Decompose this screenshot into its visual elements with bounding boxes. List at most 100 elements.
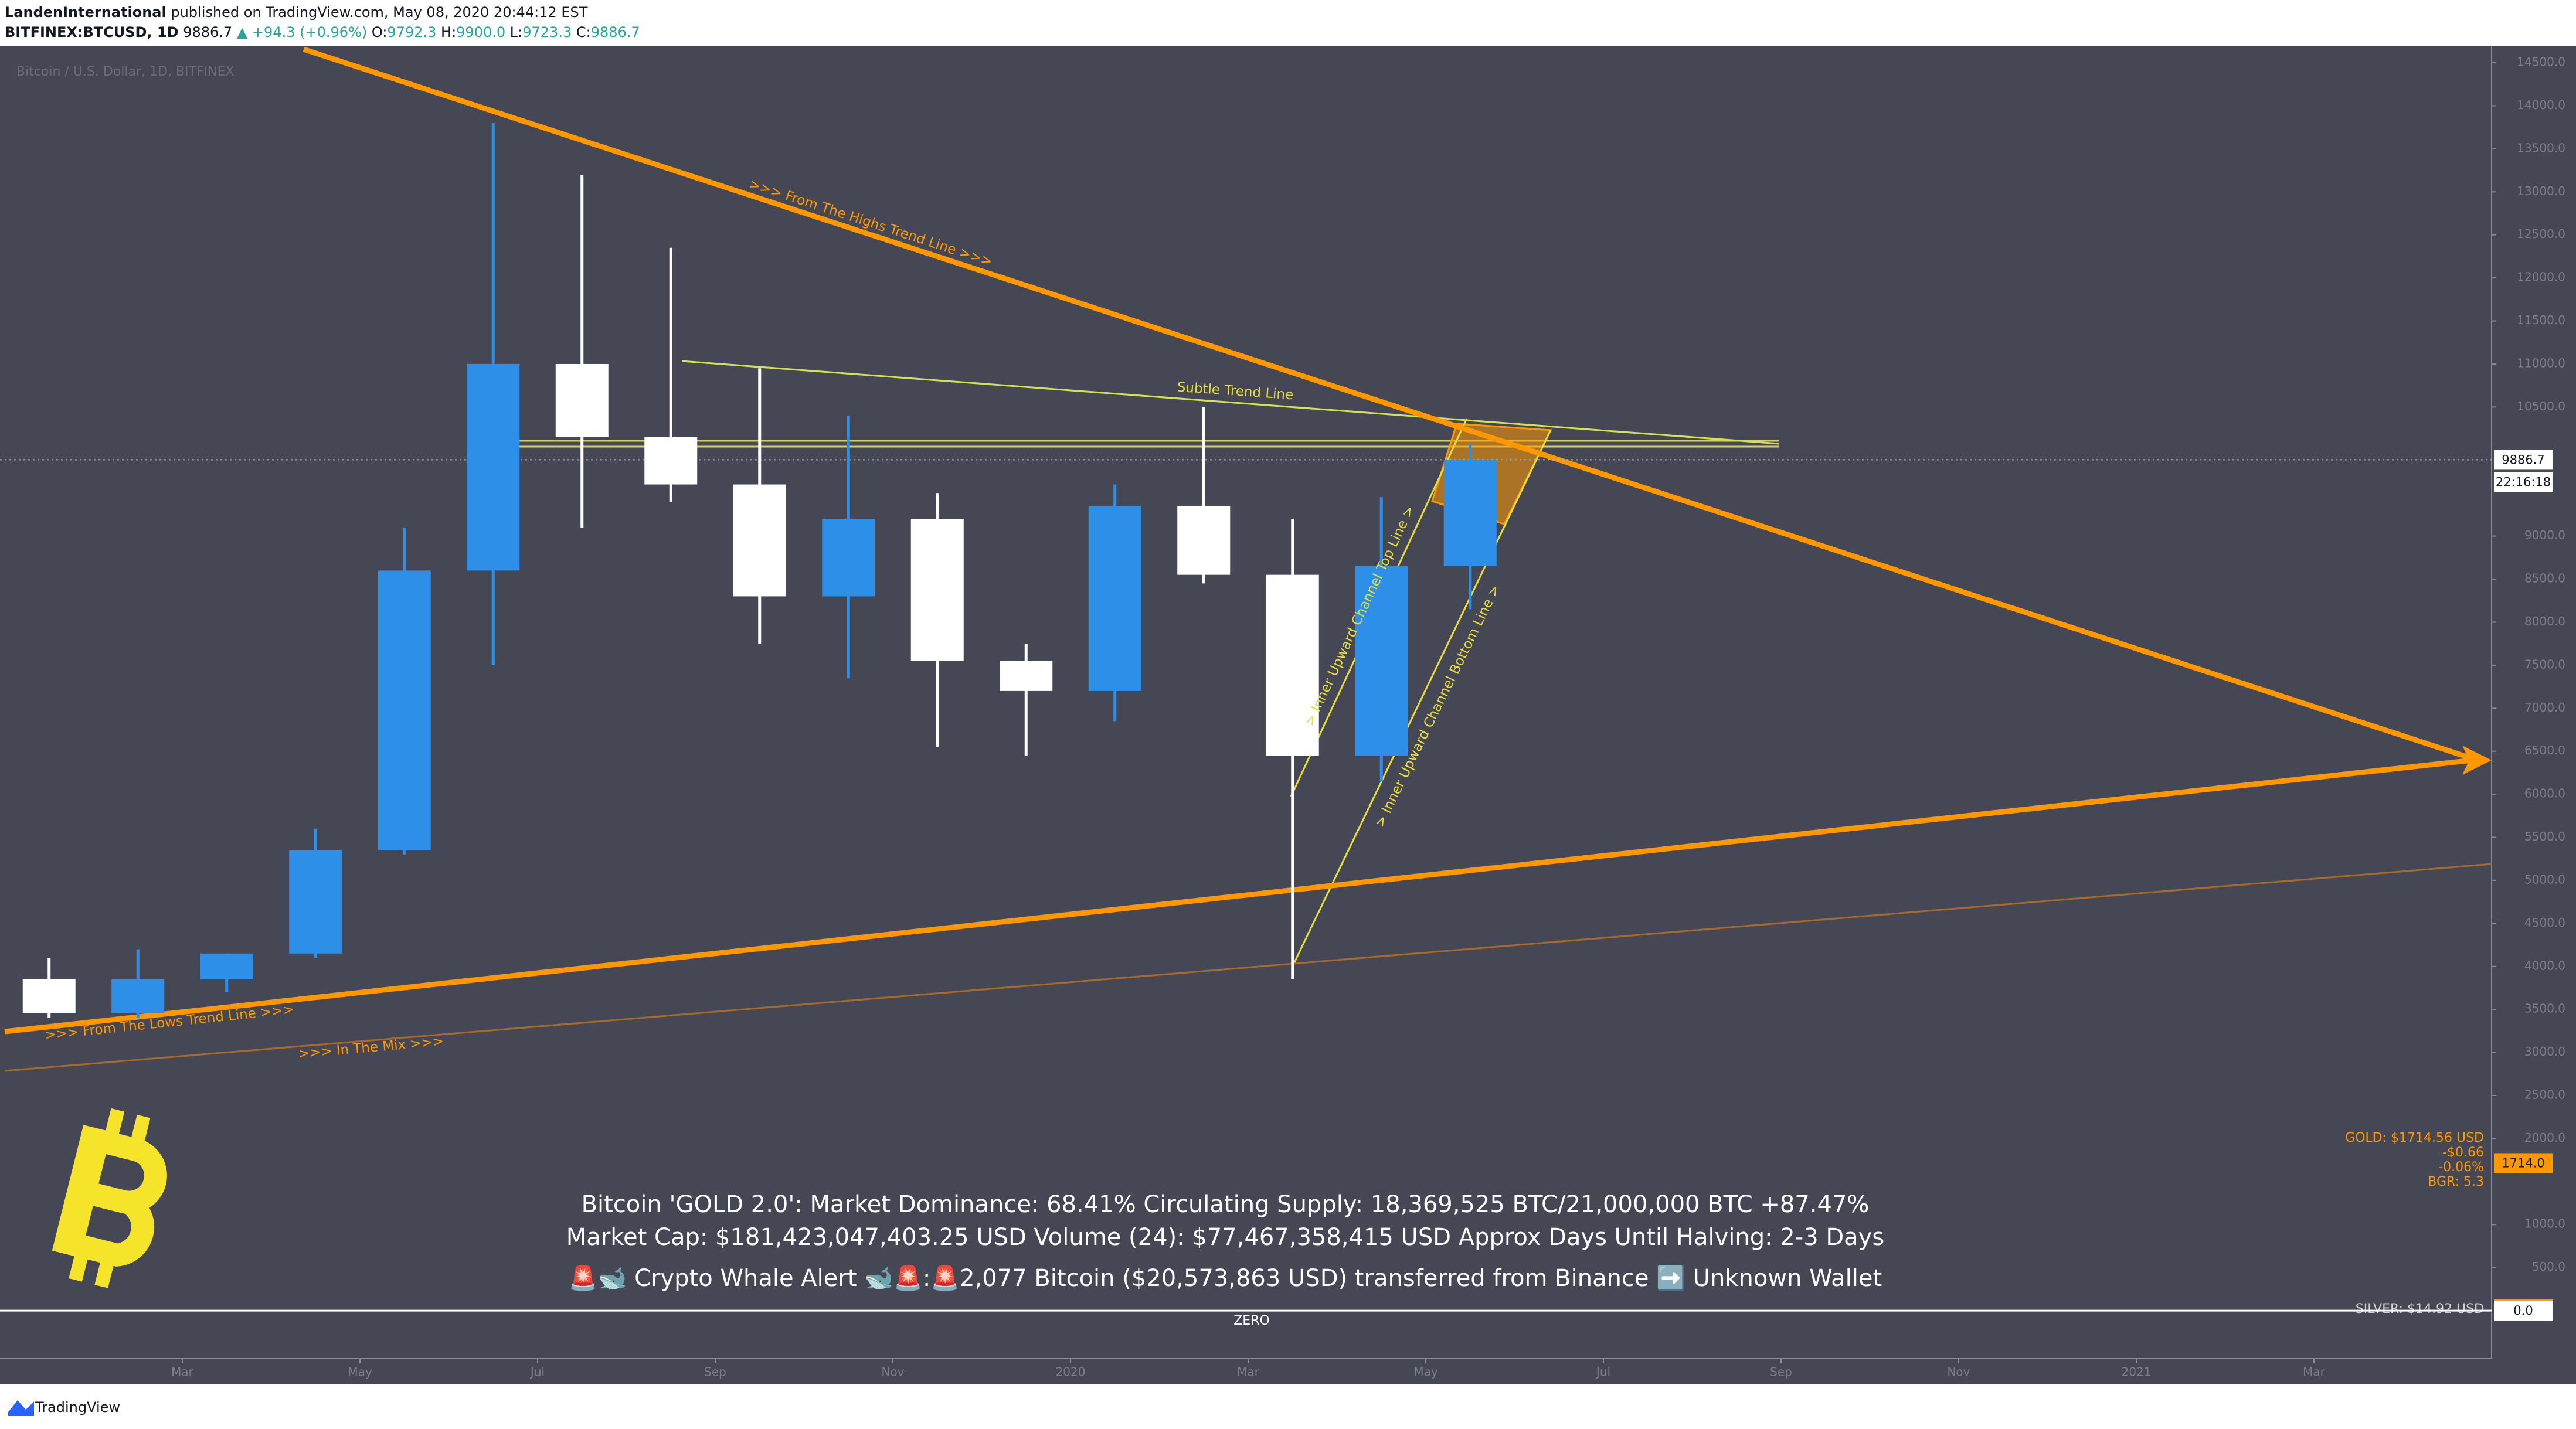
y-tick-label: 2000.0 [2524, 1131, 2565, 1145]
candle-body [289, 850, 342, 954]
published: published on TradingView.com, May 08, 20… [171, 4, 587, 21]
author: LandenInternational [5, 4, 166, 21]
x-tick-label: Sep [1770, 1365, 1792, 1379]
footer-brand: TradingView [35, 1399, 120, 1416]
symbol-line: BITFINEX:BTCUSD, 1D 9886.7 ▲ +94.3 (+0.9… [5, 24, 640, 40]
ohlc-label: C: [576, 24, 591, 40]
watermark: Bitcoin / U.S. Dollar, 1D, BITFINEX [16, 64, 235, 79]
ohlc-label: L: [510, 24, 522, 40]
candle-body [733, 484, 786, 597]
logo-icon [8, 1400, 34, 1416]
y-tick-label: 14000.0 [2517, 98, 2565, 112]
ohlc-label: H: [441, 24, 456, 40]
y-tick-label: 500.0 [2532, 1260, 2565, 1274]
logo-lower [55, 1180, 154, 1267]
candle-body [111, 979, 165, 1013]
y-tick-label: 13000.0 [2517, 184, 2565, 198]
x-tick-label: 2021 [2122, 1365, 2152, 1379]
candle-body [467, 363, 520, 571]
candle-body [1443, 460, 1497, 567]
y-tick-label: 6500.0 [2524, 743, 2565, 757]
level-note: GOLD: $1714.56 USD [2345, 1131, 2484, 1145]
y-tick-label: 9000.0 [2524, 528, 2565, 542]
candle-body [200, 953, 253, 979]
level-label: 9886.7 [2502, 452, 2544, 467]
candle-body [378, 570, 431, 850]
level-box [2494, 1153, 2553, 1173]
countdown-box [2494, 472, 2553, 492]
y-tick-label: 11500.0 [2517, 313, 2565, 327]
info-line: Market Cap: $181,423,047,403.25 USD Volu… [566, 1224, 1884, 1251]
y-tick-label: 5000.0 [2524, 872, 2565, 886]
level-label: 1714.0 [2502, 1156, 2544, 1170]
level-note: BGR: 5.3 [2428, 1175, 2484, 1189]
countdown: 22:16:18 [2496, 475, 2551, 489]
candle-body [1088, 506, 1141, 691]
footer-logo [8, 1400, 34, 1416]
x-tick-label: Mar [171, 1365, 194, 1379]
y-tick-label: 7000.0 [2524, 700, 2565, 714]
x-tick-label: Jul [529, 1365, 545, 1379]
y-tick-label: 6000.0 [2524, 787, 2565, 801]
y-tick-label: 11000.0 [2517, 356, 2565, 370]
candle-body [1355, 566, 1408, 756]
change: ▲ +94.3 (+0.96%) [237, 24, 367, 40]
x-tick-label: Jul [1595, 1365, 1610, 1379]
candle-body [555, 363, 609, 437]
bitcoin-logo [52, 1108, 167, 1288]
level-note: -0.06% [2438, 1160, 2484, 1175]
symbol: BITFINEX:BTCUSD, 1D [5, 24, 179, 40]
y-tick-label: 4500.0 [2524, 916, 2565, 930]
info-line: Bitcoin 'GOLD 2.0': Market Dominance: 68… [582, 1191, 1870, 1218]
level-label: 0.0 [2513, 1304, 2533, 1318]
info-line: 🚨🐋 Crypto Whale Alert 🐋🚨:🚨2,077 Bitcoin … [569, 1264, 1882, 1292]
y-tick-label: 5500.0 [2524, 829, 2565, 843]
arrow-head [2462, 746, 2492, 775]
x-tick-label: Nov [881, 1365, 904, 1379]
x-tick-label: 2020 [1056, 1365, 1086, 1379]
y-tick-label: 13500.0 [2517, 141, 2565, 155]
level-box [2494, 1301, 2553, 1321]
in-the-mix-line [4, 863, 2492, 1072]
y-tick-label: 14500.0 [2517, 55, 2565, 69]
y-tick-label: 3500.0 [2524, 1002, 2565, 1016]
ohlc-value: 9900.0 [456, 24, 505, 40]
level-note: SILVER: $14.92 USD [2356, 1302, 2484, 1316]
y-tick-label: 2500.0 [2524, 1088, 2565, 1102]
subtle-trend-line [681, 360, 1779, 445]
candle-body [1000, 661, 1053, 691]
channel-bottom-line [1292, 430, 1552, 967]
y-tick-label: 8000.0 [2524, 614, 2565, 628]
last-price: 9886.7 [183, 24, 232, 40]
highs-trend-line [303, 46, 2479, 763]
y-tick-label: 12500.0 [2517, 227, 2565, 241]
x-tick-label: May [348, 1365, 372, 1379]
candle-body [1177, 506, 1231, 575]
level-box [2494, 450, 2553, 470]
candle-body [644, 437, 698, 485]
ohlc-value: 9886.7 [591, 24, 640, 40]
y-tick-label: 3000.0 [2524, 1044, 2565, 1059]
x-tick-label: Mar [1237, 1365, 1260, 1379]
logo-bars [69, 1108, 151, 1288]
candle-body [1266, 574, 1319, 756]
candle-body [22, 979, 76, 1013]
y-tick-label: 12000.0 [2517, 270, 2565, 284]
y-tick-label: 10500.0 [2517, 399, 2565, 413]
ohlc-value: 9723.3 [522, 24, 572, 40]
lows-trend-line [4, 757, 2478, 1035]
level-name: ZERO [1233, 1314, 1270, 1328]
y-tick-label: 8500.0 [2524, 571, 2565, 586]
ohlc-label: O: [372, 24, 388, 40]
y-tick-label: 1000.0 [2524, 1217, 2565, 1231]
y-tick-label: 4000.0 [2524, 958, 2565, 972]
x-tick-label: Nov [1947, 1365, 1970, 1379]
ohlc-value: 9792.3 [387, 24, 436, 40]
candle-body [822, 519, 875, 597]
y-tick-label: 7500.0 [2524, 657, 2565, 671]
x-tick-label: Mar [2303, 1365, 2326, 1379]
x-tick-label: Sep [704, 1365, 726, 1379]
x-tick-label: May [1413, 1365, 1438, 1379]
